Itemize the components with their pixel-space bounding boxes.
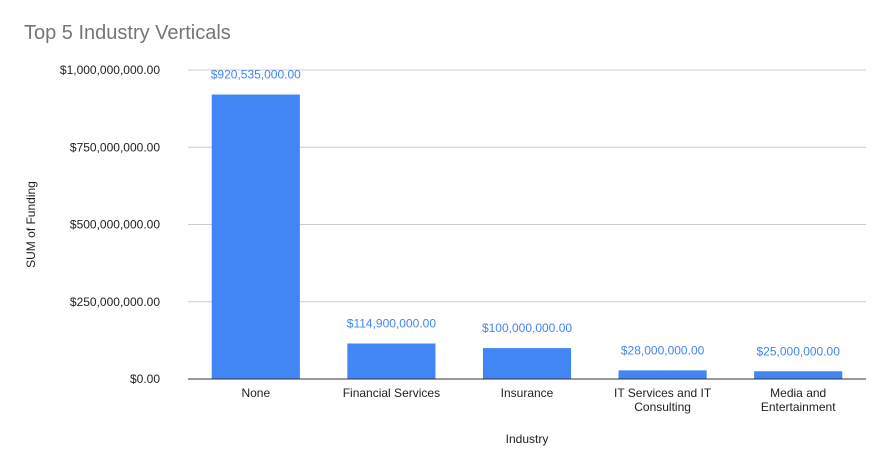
x-tick-label: Consulting (634, 400, 691, 414)
data-label: $25,000,000.00 (756, 344, 840, 358)
y-tick-label: $0.00 (130, 372, 160, 386)
x-tick-label: Insurance (501, 386, 554, 400)
data-label: $100,000,000.00 (482, 321, 572, 335)
y-tick-label: $250,000,000.00 (70, 295, 160, 309)
data-label: $28,000,000.00 (621, 343, 705, 357)
bar (347, 343, 436, 379)
chart-title: Top 5 Industry Verticals (24, 22, 231, 44)
y-tick-label: $500,000,000.00 (70, 218, 160, 232)
data-label: $920,535,000.00 (211, 68, 301, 82)
x-tick-label: Entertainment (761, 400, 836, 414)
y-tick-label: $1,000,000,000.00 (60, 63, 160, 77)
y-axis-title: SUM of Funding (24, 181, 38, 268)
bar (754, 371, 843, 379)
bar (482, 348, 572, 379)
x-axis-title: Industry (506, 432, 549, 446)
bar (211, 94, 300, 379)
y-tick-label: $750,000,000.00 (70, 140, 160, 154)
x-tick-label: Media and (770, 386, 826, 400)
x-tick-label: None (241, 386, 270, 400)
x-tick-label: Financial Services (343, 386, 440, 400)
data-label: $114,900,000.00 (347, 316, 437, 330)
x-tick-label: IT Services and IT (614, 386, 712, 400)
bar (618, 370, 707, 379)
